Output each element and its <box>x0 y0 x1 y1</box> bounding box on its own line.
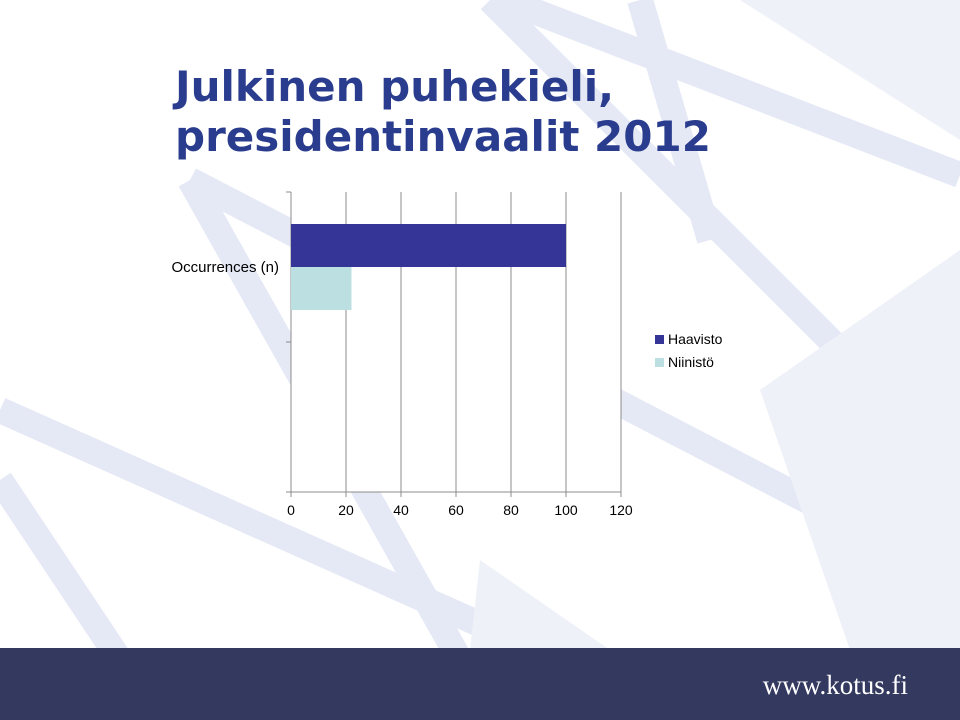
legend-label: Haavisto <box>668 331 723 347</box>
title-line-1: Julkinen puhekieli, <box>175 62 615 111</box>
y-category-label: Occurrences (n) <box>171 259 279 276</box>
legend-swatch <box>655 335 664 344</box>
footer-bar: www.kotus.fi <box>0 648 960 720</box>
x-tick-label: 20 <box>338 502 354 518</box>
legend-swatch <box>655 358 664 367</box>
x-tick-label: 40 <box>393 502 409 518</box>
x-tick-label: 0 <box>287 502 295 518</box>
x-tick-label: 60 <box>448 502 464 518</box>
x-tick-label: 120 <box>609 502 633 518</box>
page-title: Julkinen puhekieli, presidentinvaalit 20… <box>175 62 711 162</box>
x-tick-label: 80 <box>503 502 519 518</box>
legend-label: Niinistö <box>668 354 714 370</box>
bar-haavisto <box>291 224 566 267</box>
x-tick-label: 100 <box>554 502 578 518</box>
bar-niinisto <box>291 267 352 310</box>
title-line-2: presidentinvaalit 2012 <box>175 112 711 161</box>
footer-url: www.kotus.fi <box>762 670 908 700</box>
